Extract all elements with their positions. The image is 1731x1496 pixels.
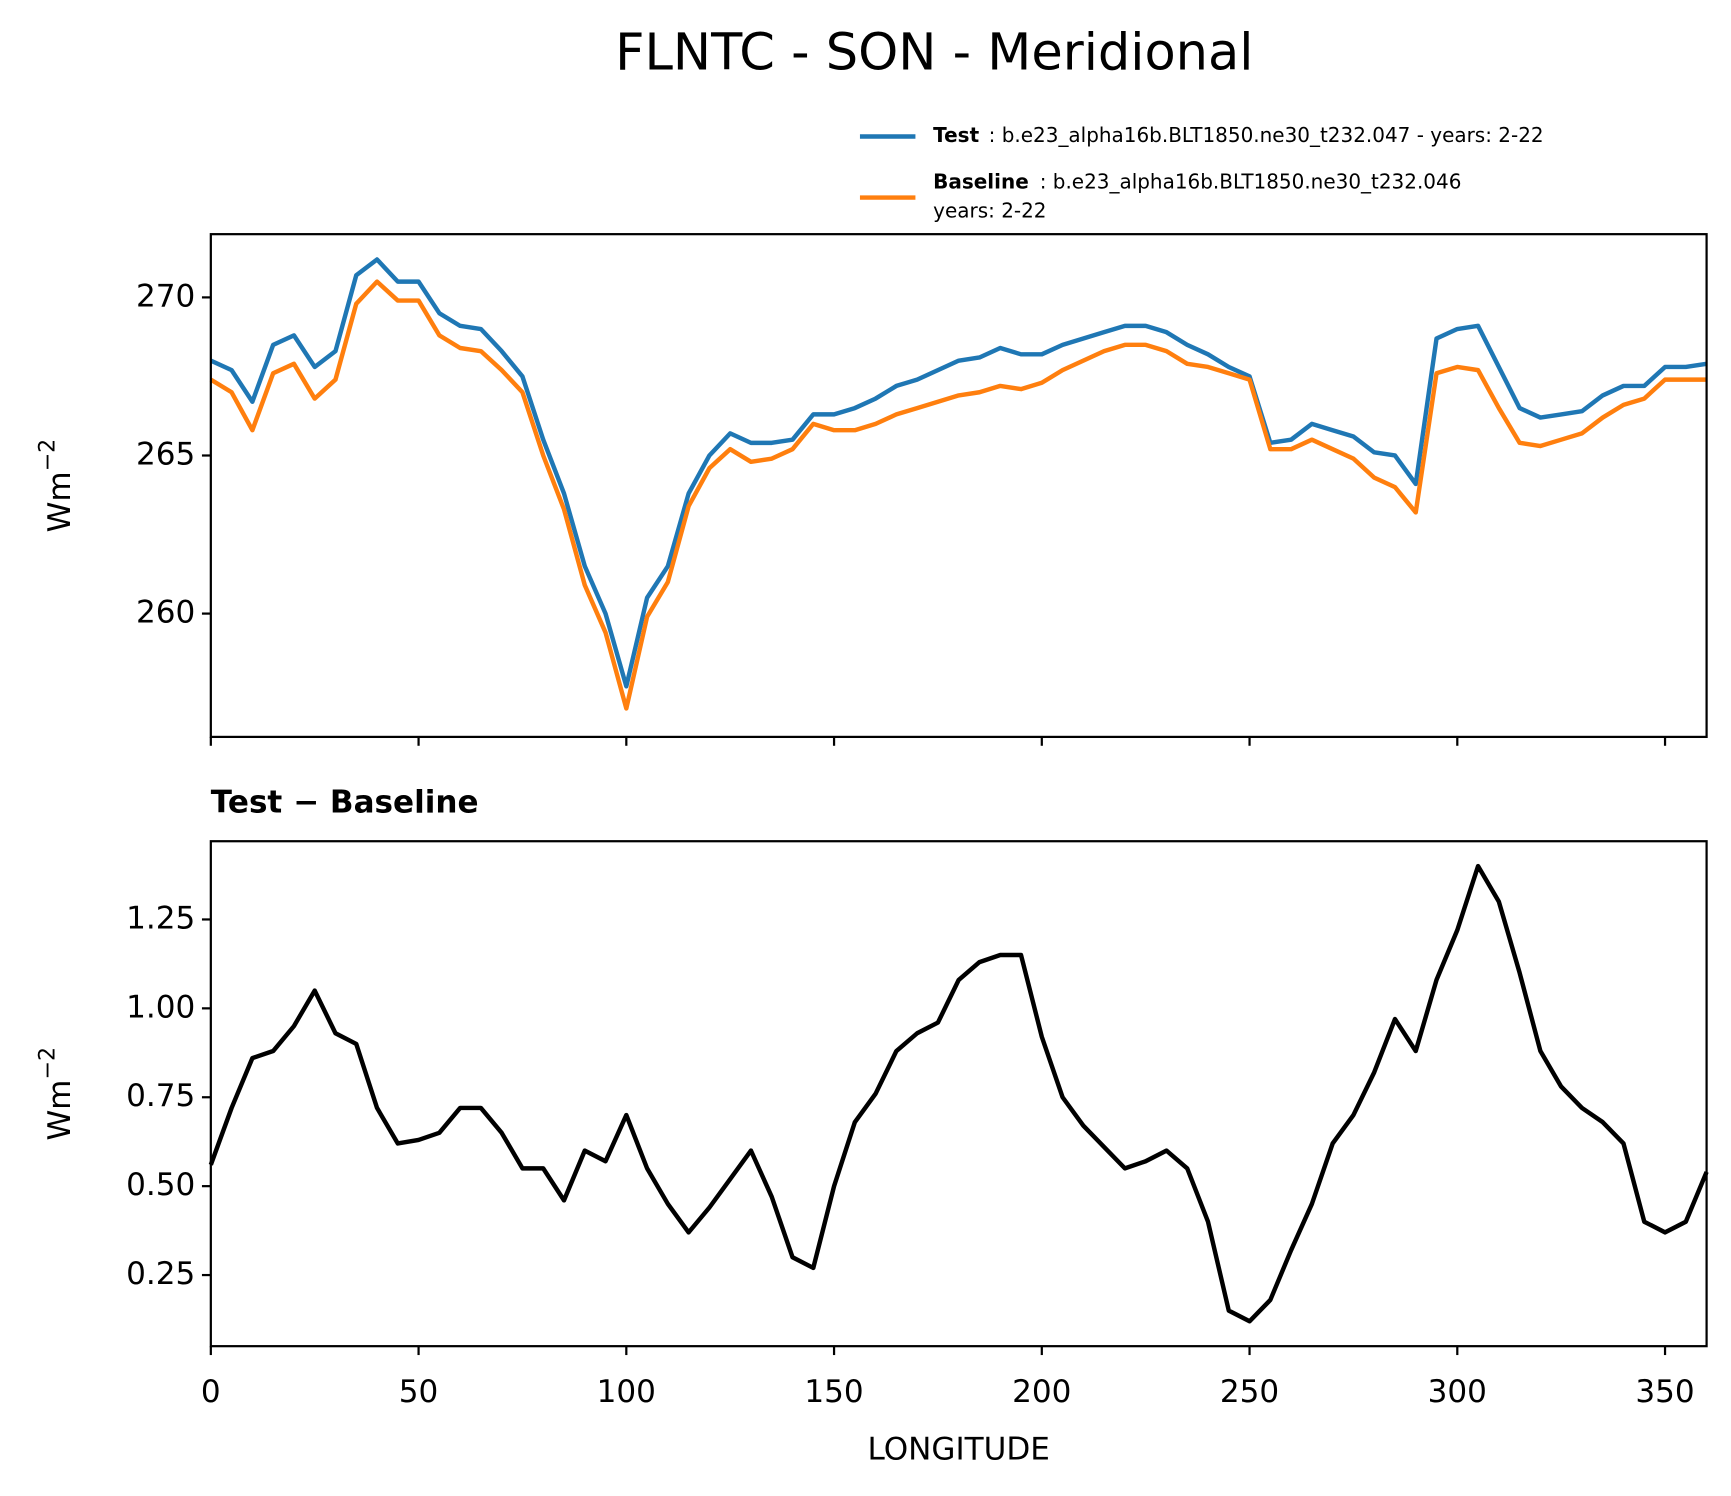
y-tick-label: 270 [136, 278, 195, 314]
x-axis-label: LONGITUDE [868, 1431, 1050, 1467]
x-tick-label: 300 [1428, 1374, 1487, 1410]
y-axis-label-base: Wm [42, 1080, 78, 1141]
y-tick-label: 265 [136, 436, 195, 472]
y-tick-label: 1.25 [126, 900, 195, 936]
x-tick-label: 150 [804, 1374, 863, 1410]
x-tick-label: 250 [1220, 1374, 1279, 1410]
y-tick-label: 0.25 [126, 1256, 195, 1292]
data-line [209, 257, 1707, 689]
subplot-title: Test − Baseline [211, 784, 479, 820]
data-line [208, 863, 1709, 1324]
legend-text: years: 2-22 [933, 198, 1046, 222]
legend-name: Test [933, 123, 979, 147]
y-axis-label-sup: −2 [34, 1047, 60, 1080]
figure-title: FLNTC - SON - Meridional [615, 23, 1253, 82]
y-tick-label: 260 [136, 595, 195, 631]
y-tick-label: 0.50 [126, 1167, 195, 1203]
legend-name: Baseline [933, 170, 1029, 194]
y-axis-label: Wm−2 [34, 1047, 78, 1141]
plot-frame [209, 233, 1708, 739]
x-tick-label: 350 [1635, 1374, 1694, 1410]
y-axis-label: Wm−2 [34, 439, 78, 533]
y-tick-label: 1.00 [126, 989, 195, 1025]
y-axis-label-sup: −2 [34, 439, 60, 472]
legend-text: : b.e23_alpha16b.BLT1850.ne30_t232.046 [1040, 170, 1462, 194]
x-tick-label: 50 [399, 1374, 439, 1410]
x-tick-label: 100 [597, 1374, 656, 1410]
legend-text: : b.e23_alpha16b.BLT1850.ne30_t232.047 -… [989, 123, 1544, 147]
y-axis-label-base: Wm [42, 471, 78, 532]
plot-frame [209, 840, 1708, 1348]
y-tick-label: 0.75 [126, 1078, 195, 1114]
x-tick-label: 200 [1012, 1374, 1071, 1410]
data-line [209, 279, 1707, 711]
x-tick-label: 0 [201, 1374, 221, 1410]
